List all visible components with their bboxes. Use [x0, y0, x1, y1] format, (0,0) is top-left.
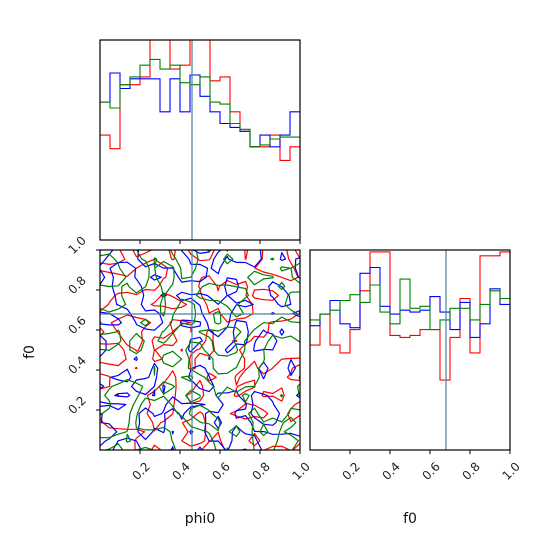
f0-y-tick-label-1: 0.2	[65, 393, 88, 416]
f0-x-tick-label-3: 0.6	[419, 459, 442, 482]
phi0-f0-2d-frame	[99, 249, 301, 451]
f0-y-axis-ticks: 0.2 0.4 0.6 0.8 1.0	[65, 233, 100, 417]
phi0-x-tick-label-1: 0.2	[129, 459, 152, 482]
f0-histogram-series-3	[310, 278, 510, 331]
f0-histogram-series-group	[310, 251, 510, 381]
phi0-marginal-panel	[99, 39, 301, 244]
phi0-histogram-series-group	[100, 40, 300, 161]
phi0-f0-2d-panel: 0.2 0.4 0.6 0.8 1.0 0.2 0.4 0.6 0.8 1.0 phi0 f0	[22, 233, 313, 527]
f0-y-tick-label-3: 0.6	[65, 313, 88, 336]
y-axis-label-f0: f0	[22, 345, 38, 359]
phi0-histogram-series-2	[100, 72, 300, 148]
f0-y-tick-label-4: 0.8	[65, 273, 88, 296]
phi0-x-tick-label-5: 1.0	[289, 459, 312, 482]
x-axis-label-f0: f0	[403, 511, 417, 527]
f0-histogram-series-1	[310, 251, 510, 381]
phi0-x-tick-label-4: 0.8	[249, 459, 272, 482]
f0-x-tick-label-2: 0.4	[379, 459, 402, 482]
phi0-x-tick-label-3: 0.6	[209, 459, 232, 482]
contour-lines-group	[100, 250, 300, 450]
phi0-marginal-ticks	[139, 240, 301, 244]
f0-x-axis-ticks: 0.2 0.4 0.6 0.8 1.0	[339, 450, 523, 483]
contour-series-2-level-2	[100, 250, 300, 450]
x-axis-label-phi0: phi0	[185, 511, 216, 527]
f0-histogram-series-2	[310, 266, 510, 338]
f0-x-tick-label-5: 1.0	[499, 459, 522, 482]
f0-x-tick-label-1: 0.2	[339, 459, 362, 482]
f0-x-tick-label-4: 0.8	[459, 459, 482, 482]
f0-marginal-panel: 0.2 0.4 0.6 0.8 1.0 f0	[309, 249, 523, 527]
contour-series-3-level-1	[100, 250, 300, 450]
phi0-x-tick-label-2: 0.4	[169, 459, 192, 482]
f0-marginal-frame	[309, 249, 511, 451]
f0-y-tick-label-5: 1.0	[65, 233, 88, 256]
phi0-x-axis-ticks: 0.2 0.4 0.6 0.8 1.0	[129, 450, 313, 483]
phi0-marginal-frame	[99, 39, 301, 241]
f0-y-tick-label-2: 0.4	[65, 353, 88, 376]
phi0-histogram-series-3	[100, 58, 300, 148]
